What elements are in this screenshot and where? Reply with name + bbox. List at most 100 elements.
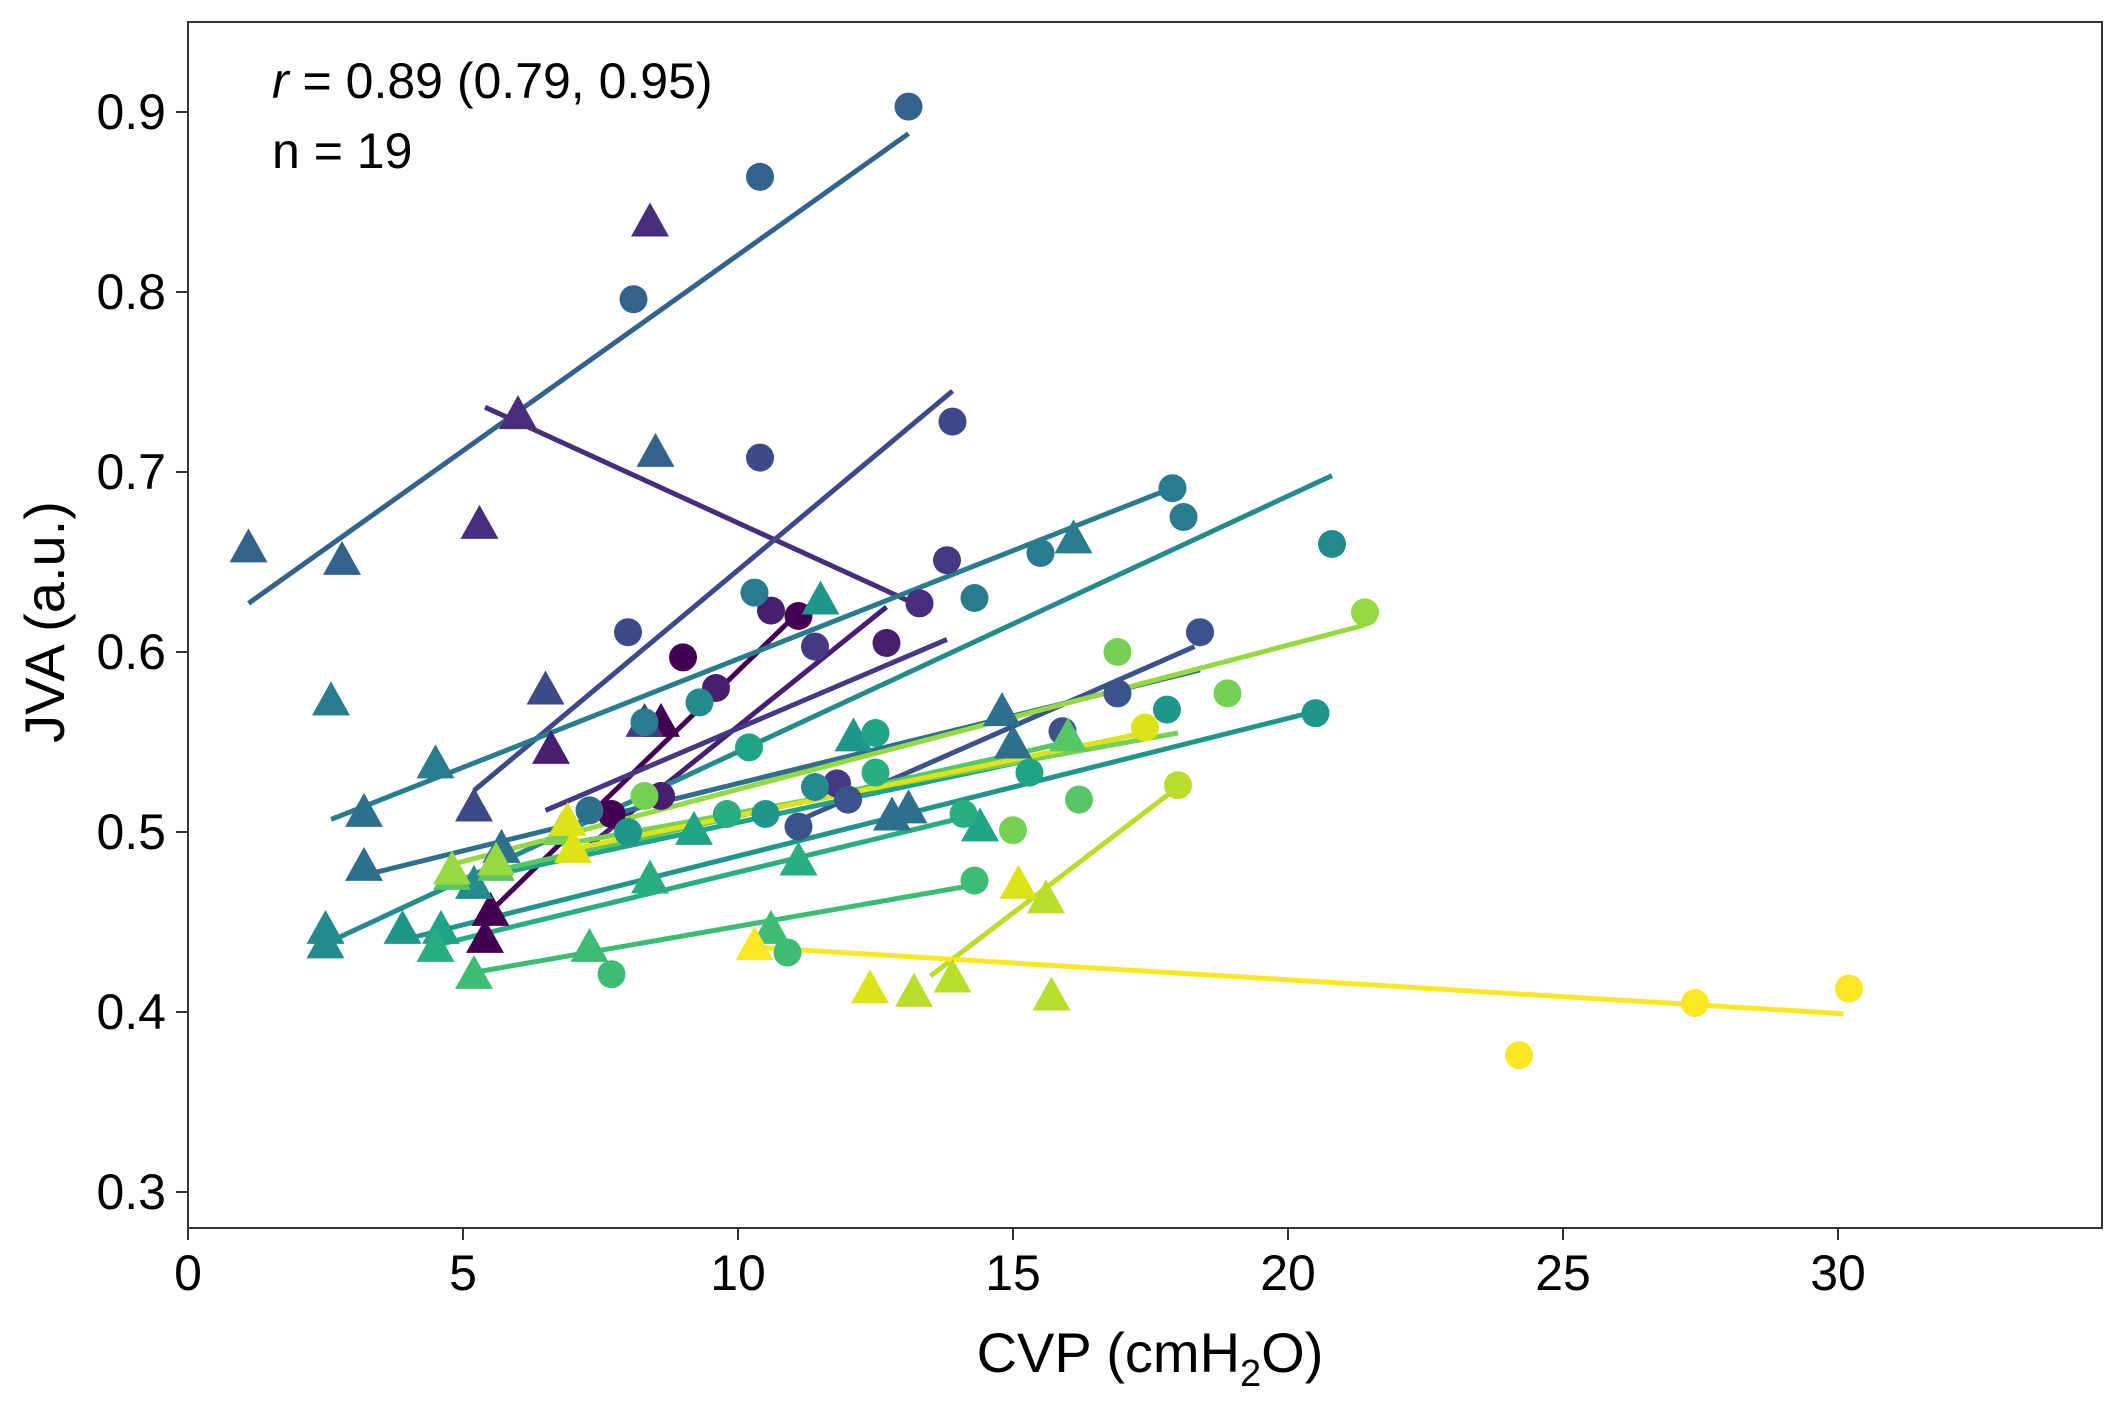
x-tick-label: 30 — [1810, 1245, 1866, 1301]
circle-point — [999, 816, 1027, 845]
circle-point — [1505, 1041, 1533, 1070]
circle-point — [619, 285, 648, 314]
y-tick-label: 0.9 — [96, 84, 166, 140]
circle-point — [1835, 974, 1863, 1003]
triangle-point — [323, 540, 361, 575]
triangle-point — [229, 528, 268, 563]
r-value: = 0.89 (0.79, 0.95) — [289, 53, 713, 109]
triangle-point — [1054, 519, 1093, 554]
circle-point — [575, 796, 604, 825]
circle-point — [685, 688, 714, 717]
circle-point — [1164, 771, 1192, 800]
circle-point — [1169, 503, 1198, 531]
fit-line-s18 — [928, 785, 1180, 978]
x-axis-ticks: 0 5 10 15 20 25 30 — [174, 1228, 1866, 1301]
circle-point — [735, 733, 763, 762]
triangle-point — [895, 972, 933, 1007]
circle-point — [1301, 699, 1330, 728]
circle-point — [861, 758, 890, 787]
circle-point — [630, 708, 659, 737]
y-axis-title: JVA (a.u.) — [13, 501, 76, 743]
circle-point — [801, 773, 829, 801]
circle-point — [1131, 713, 1159, 742]
triangle-point — [570, 927, 609, 962]
triangle-point — [345, 846, 383, 881]
x-tick-label: 10 — [710, 1245, 766, 1301]
plot-panel-border — [187, 21, 2103, 1229]
circle-point — [1186, 618, 1214, 647]
triangle-point — [455, 954, 493, 989]
triangle-point — [455, 864, 493, 899]
triangle-point — [636, 432, 675, 467]
correlation-annotation: r = 0.89 (0.79, 0.95) — [272, 53, 713, 109]
triangle-point — [548, 801, 587, 836]
x-tick-label: 0 — [174, 1245, 202, 1301]
triangle-point — [675, 810, 713, 845]
circle-point — [872, 629, 901, 657]
circle-point — [1026, 539, 1055, 567]
circle-point — [801, 632, 829, 661]
triangle-point — [460, 504, 499, 539]
circle-point — [1015, 758, 1044, 787]
circle-point — [630, 782, 659, 810]
circle-point — [933, 546, 961, 575]
triangle-point — [416, 744, 455, 779]
triangle-point — [345, 792, 383, 827]
x-axis-title-subscript: 2 — [1240, 1353, 1261, 1395]
fit-line-s11 — [401, 708, 1317, 943]
x-axis-title-main: CVP (cmH — [977, 1321, 1240, 1384]
triangle-point — [312, 681, 350, 716]
y-tick-label: 0.7 — [96, 444, 166, 500]
triangle-point — [994, 724, 1032, 759]
circle-point — [834, 785, 862, 814]
circle-point — [1153, 695, 1181, 724]
n-annotation: n = 19 — [272, 123, 412, 179]
fit-line-s9 — [330, 487, 1168, 822]
y-tick-label: 0.3 — [96, 1164, 166, 1220]
circle-point — [784, 812, 813, 841]
triangle-point — [801, 580, 840, 615]
circle-point — [861, 719, 890, 747]
triangle-point — [631, 202, 669, 237]
x-axis-title: CVP (cmH2O) — [977, 1321, 1324, 1395]
triangle-point — [983, 692, 1021, 727]
circle-point — [751, 800, 780, 828]
x-tick-label: 15 — [985, 1245, 1041, 1301]
y-tick-label: 0.8 — [96, 264, 166, 320]
circle-point — [960, 584, 989, 612]
circle-point — [669, 643, 697, 672]
triangle-point — [455, 787, 493, 822]
circle-point — [713, 800, 741, 828]
triangle-point — [416, 927, 455, 962]
triangle-point — [933, 958, 972, 993]
x-tick-label: 25 — [1535, 1245, 1591, 1301]
x-tick-label: 20 — [1260, 1245, 1316, 1301]
circle-point — [746, 162, 774, 191]
fit-line-s3 — [483, 404, 916, 606]
x-tick-label: 5 — [449, 1245, 477, 1301]
y-tick-label: 0.6 — [96, 624, 166, 680]
triangle-point — [554, 828, 592, 863]
triangle-point — [477, 841, 515, 876]
triangle-point — [889, 789, 928, 824]
fit-line-s14 — [473, 883, 970, 975]
triangle-point — [306, 924, 345, 959]
triangle-point — [999, 864, 1038, 899]
fit-line-s4 — [544, 637, 948, 813]
data-points — [229, 92, 1863, 1070]
fit-line-s13 — [434, 815, 965, 948]
triangle-point — [526, 670, 565, 705]
circle-point — [960, 866, 989, 895]
triangle-point — [433, 850, 471, 885]
triangle-point — [851, 969, 889, 1004]
y-tick-label: 0.5 — [96, 804, 166, 860]
circle-point — [1318, 530, 1346, 558]
r-symbol: r — [272, 53, 291, 109]
triangle-point — [499, 395, 537, 430]
x-axis-title-tail: O) — [1261, 1321, 1323, 1384]
circle-point — [757, 596, 785, 625]
circle-point — [614, 818, 642, 846]
circle-point — [949, 800, 978, 828]
